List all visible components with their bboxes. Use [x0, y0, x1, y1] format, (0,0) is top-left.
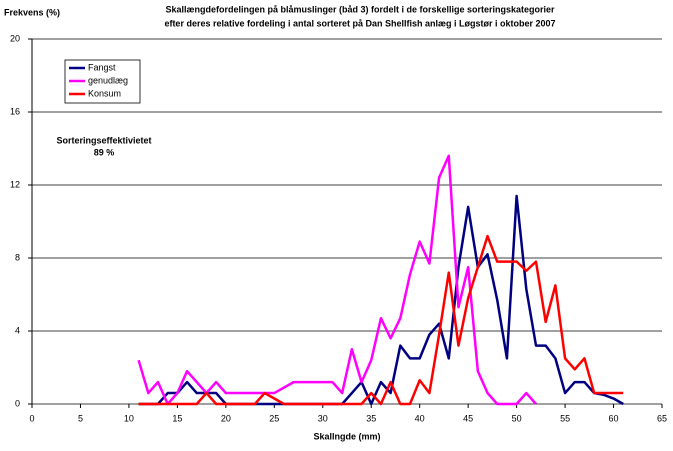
y-tick-label: 20 — [10, 33, 20, 43]
x-tick-label: 15 — [172, 413, 182, 423]
y-axis-label: Frekvens (%) — [4, 7, 60, 17]
x-tick-label: 35 — [366, 413, 376, 423]
series-line — [138, 194, 624, 406]
series-line — [137, 154, 537, 406]
x-tick-label: 20 — [221, 413, 231, 423]
x-tick-label: 30 — [318, 413, 328, 423]
legend-label: genudlæg — [88, 75, 128, 85]
series-line — [138, 234, 624, 406]
legend-label: Fangst — [88, 62, 116, 72]
x-tick-label: 55 — [560, 413, 570, 423]
chart-subtitle: efter deres relative fordeling i antal s… — [164, 18, 555, 28]
x-tick-label: 50 — [512, 413, 522, 423]
chart-title: Skallængdefordelingen på blåmuslinger (b… — [165, 4, 555, 14]
legend-label: Konsum — [88, 88, 121, 98]
y-tick-label: 16 — [10, 106, 20, 116]
x-tick-label: 25 — [269, 413, 279, 423]
annotation: 89 % — [94, 147, 115, 157]
x-axis-label: Skallngde (mm) — [313, 431, 380, 441]
x-tick-label: 45 — [463, 413, 473, 423]
y-tick-label: 12 — [10, 179, 20, 189]
x-tick-label: 65 — [657, 413, 667, 423]
y-tick-label: 4 — [15, 325, 20, 335]
x-tick-label: 60 — [609, 413, 619, 423]
annotation: Sorteringseffektivietet — [56, 135, 151, 145]
y-tick-label: 8 — [15, 252, 20, 262]
x-tick-label: 5 — [78, 413, 83, 423]
y-tick-label: 0 — [15, 398, 20, 408]
x-tick-label: 10 — [124, 413, 134, 423]
x-tick-label: 40 — [415, 413, 425, 423]
x-tick-label: 0 — [29, 413, 34, 423]
